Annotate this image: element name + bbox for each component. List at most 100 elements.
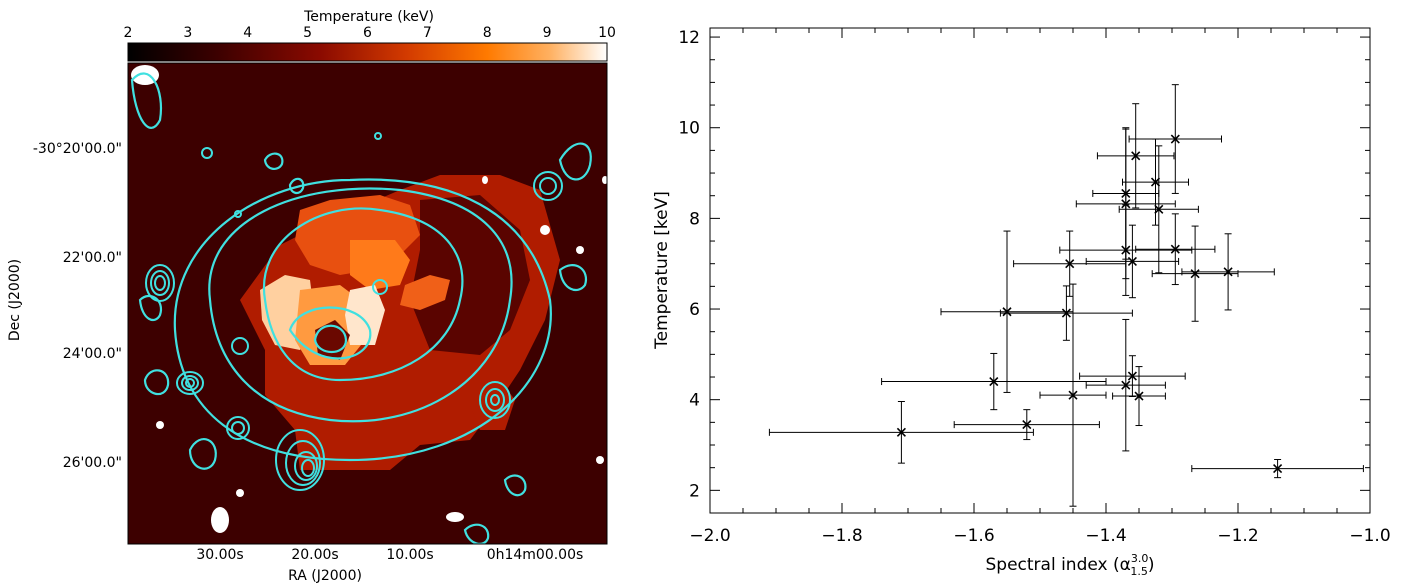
data-point-stroke (1061, 308, 1071, 318)
map-x-axis-label: RA (J2000) (288, 568, 362, 584)
data-point-stroke (989, 376, 999, 387)
data-point (1154, 204, 1164, 214)
map-white-blob (482, 176, 488, 184)
map-white-blob (596, 456, 604, 464)
data-point (1127, 256, 1137, 267)
data-point (1121, 380, 1131, 390)
data-point-stroke (1170, 244, 1180, 254)
colorbar-tick-label: 4 (243, 25, 252, 41)
map-x-tick-label: 20.00s (291, 547, 338, 563)
data-point (989, 376, 999, 387)
data-point-stroke (1065, 259, 1075, 269)
map-region-orange-mid (350, 240, 410, 290)
map-white-blob (446, 512, 464, 522)
y-tick-label: 12 (678, 28, 700, 48)
colorbar-tick-label: 10 (598, 25, 616, 41)
data-point-stroke (1131, 151, 1141, 161)
data-point-stroke (896, 427, 906, 437)
map-frame (127, 62, 608, 545)
plot-area-frame (709, 27, 1371, 514)
data-point (1065, 259, 1075, 269)
data-point (1170, 244, 1180, 254)
data-point (1223, 267, 1233, 277)
x-axis-label: Spectral index (α3.0 1.5) (986, 552, 1155, 578)
map-region-core-white (345, 285, 385, 345)
map-y-tick-label: 22'00.0" (63, 250, 122, 266)
map-region-east-orange (400, 275, 450, 310)
y-tick-labels: 2 4 6 8 10 12 (678, 28, 700, 501)
map-y-axis-label: Dec (J2000) (7, 259, 23, 341)
colorbar-tick-label: 5 (303, 25, 312, 41)
data-point (896, 427, 906, 437)
data-point (1150, 177, 1161, 187)
data-point-stroke (1170, 134, 1180, 144)
temperature-map-panel: Temperature (keV) 2 3 4 5 6 7 8 9 10 (7, 9, 616, 584)
data-point (1002, 307, 1012, 317)
data-point-stroke (1002, 307, 1012, 317)
x-axis-label-end: ) (1148, 555, 1155, 575)
map-x-tick-label: 0h14m00.00s (487, 547, 584, 563)
data-point-stroke (1068, 390, 1078, 400)
data-point (1022, 420, 1032, 430)
colorbar-tick-label: 2 (124, 25, 133, 41)
map-white-blob (156, 421, 164, 429)
y-tick-label: 6 (689, 300, 700, 320)
x-tick-label: −1.0 (1349, 526, 1390, 546)
data-points (896, 134, 1283, 474)
map-x-tick-label: 10.00s (386, 547, 433, 563)
x-tick-label: −1.4 (1085, 526, 1126, 546)
radio-contours (130, 72, 592, 544)
x-tick-labels: −2.0 −1.8 −1.6 −1.4 −1.2 −1.0 (689, 526, 1390, 546)
map-white-blob (211, 507, 229, 533)
data-point (1170, 134, 1180, 144)
map-white-blob (602, 176, 607, 184)
data-point-stroke (1134, 391, 1144, 401)
data-point-stroke (1127, 371, 1137, 381)
axis-ticks (709, 28, 1371, 513)
colorbar-tick-label: 7 (423, 25, 432, 41)
map-y-tick-label: -30°20'00.0" (33, 141, 122, 157)
temperature-map (128, 63, 607, 544)
error-bars (768, 84, 1364, 507)
data-point-stroke (1154, 204, 1164, 214)
x-tick-label: −1.2 (1217, 526, 1258, 546)
y-tick-label: 8 (689, 209, 700, 229)
y-tick-label: 4 (689, 391, 700, 411)
data-point (1273, 464, 1283, 474)
data-point (1121, 188, 1131, 199)
map-white-blob (236, 489, 244, 497)
colorbar-tick-label: 9 (543, 25, 552, 41)
data-point (1068, 390, 1078, 400)
colorbar-tick-labels: 2 3 4 5 6 7 8 9 10 (124, 25, 616, 41)
data-point (1121, 245, 1131, 255)
data-point-stroke (1121, 199, 1131, 209)
map-x-tick-labels: 30.00s 20.00s 10.00s 0h14m00.00s (196, 547, 583, 563)
map-y-tick-label: 26'00.0" (63, 455, 122, 471)
map-y-tick-labels: -30°20'00.0" 22'00.0" 24'00.0" 26'00.0" (33, 141, 122, 471)
map-white-blob (131, 65, 159, 85)
x-axis-label-sub: 1.5 (1130, 565, 1148, 578)
map-white-blob (540, 225, 550, 235)
data-point-stroke (1022, 420, 1032, 430)
data-point-stroke (1121, 188, 1131, 199)
data-point-stroke (1121, 380, 1131, 390)
data-point (1061, 308, 1071, 318)
data-point-stroke (1150, 177, 1161, 187)
map-x-tick-label: 30.00s (196, 547, 243, 563)
data-point (1131, 151, 1141, 161)
data-point-stroke (1223, 267, 1233, 277)
colorbar-title: Temperature (keV) (303, 9, 434, 25)
map-region-dark (410, 195, 530, 355)
x-tick-label: −2.0 (689, 526, 730, 546)
scatter-panel: −2.0 −1.8 −1.6 −1.4 −1.2 −1.0 2 4 6 8 10 12 Spectr… (652, 27, 1391, 578)
data-point-stroke (1190, 269, 1200, 279)
data-point (1121, 199, 1131, 209)
source-contour-rings (145, 132, 563, 491)
data-point (1190, 269, 1200, 279)
data-point-stroke (1121, 245, 1131, 255)
map-y-tick-label: 24'00.0" (63, 346, 122, 362)
y-axis-label: Temperature [keV] (652, 191, 672, 350)
map-white-blob (576, 246, 584, 254)
y-tick-label: 10 (678, 119, 700, 139)
colorbar (127, 42, 608, 62)
